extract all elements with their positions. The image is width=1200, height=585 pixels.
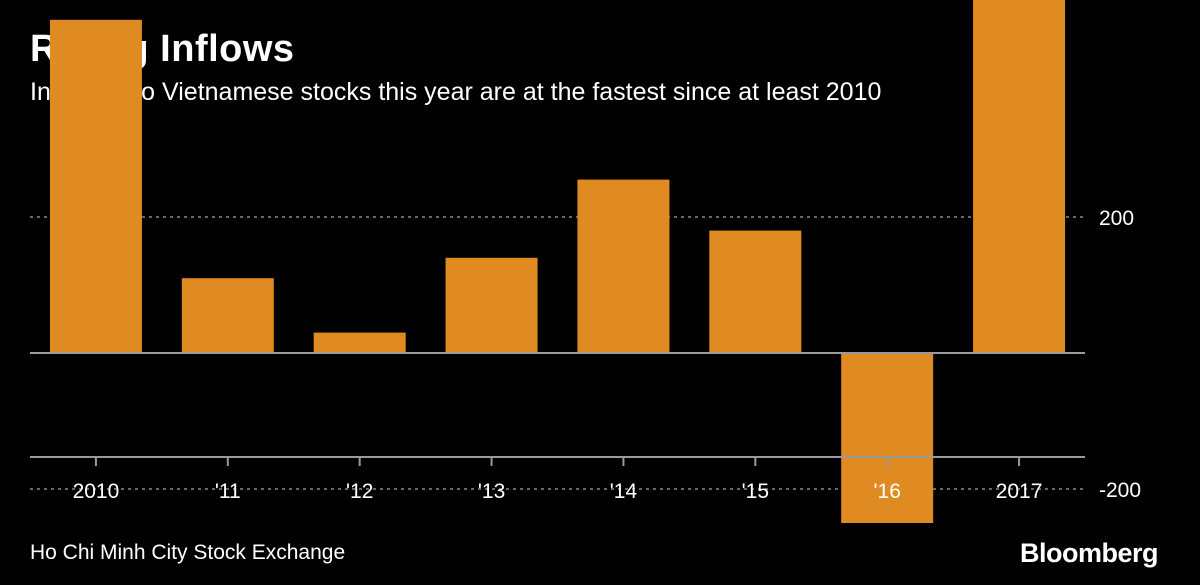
x-tick-label: 2017 [996, 480, 1043, 503]
gridlines [30, 216, 1085, 490]
bars [49, 0, 1066, 523]
x-tick-label: 2010 [73, 480, 120, 503]
source-note: Ho Chi Minh City Stock Exchange [30, 541, 346, 564]
x-tick-label: '13 [478, 480, 505, 503]
axes [30, 352, 1085, 466]
x-tick-label: '14 [610, 480, 638, 503]
bar [445, 257, 538, 353]
bloomberg-logo: Bloomberg [1019, 538, 1159, 568]
bar [313, 332, 406, 353]
x-tick-label: '11 [215, 480, 241, 503]
bar [973, 0, 1066, 354]
bar [181, 278, 274, 353]
bar [49, 19, 142, 354]
x-tick-label: '12 [346, 480, 373, 503]
bar [841, 353, 934, 523]
chart-subtitle: Inflows into Vietnamese stocks this year… [30, 78, 882, 106]
x-tick-label: '15 [742, 480, 769, 503]
x-tick-label: '16 [874, 480, 901, 503]
bar [577, 179, 670, 353]
y-tick-label: 200 [1099, 207, 1134, 230]
y-tick-label: -200 [1099, 479, 1141, 502]
bar [709, 230, 802, 353]
